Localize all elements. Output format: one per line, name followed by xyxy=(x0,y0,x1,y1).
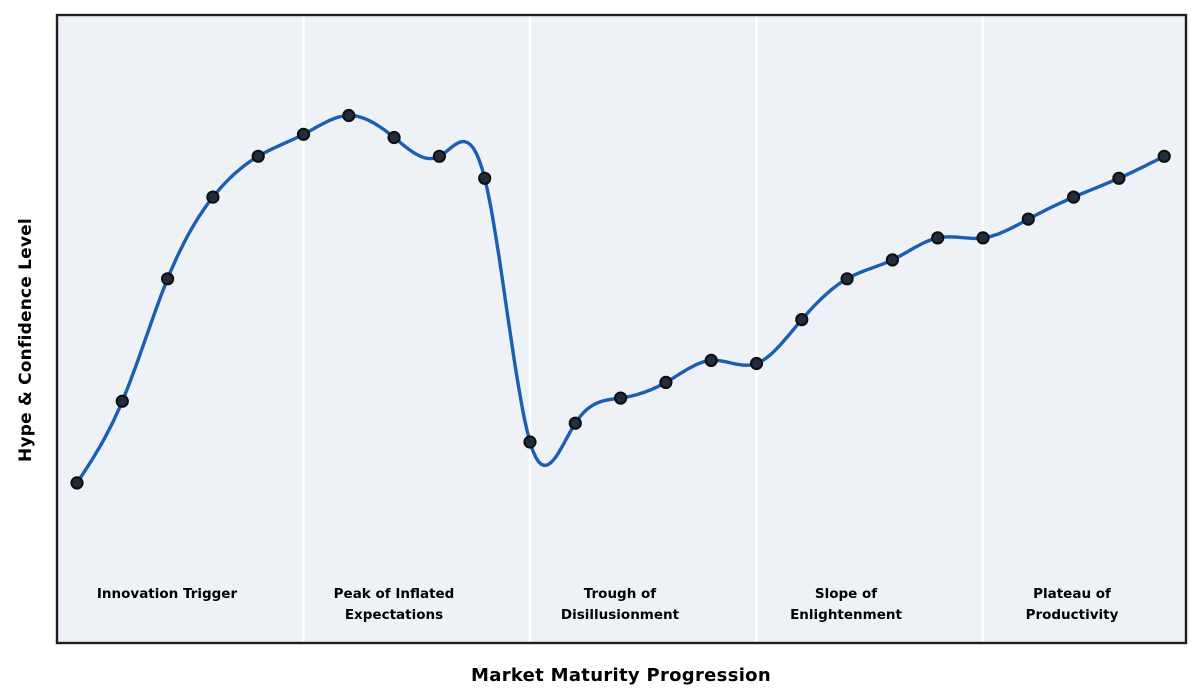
plot-background xyxy=(57,15,1186,643)
data-point xyxy=(387,130,401,145)
phase-separator-line xyxy=(981,15,985,643)
data-point xyxy=(568,416,582,430)
data-point xyxy=(704,353,718,367)
data-point xyxy=(749,356,764,371)
data-point xyxy=(659,375,673,389)
data-point xyxy=(1157,149,1171,163)
data-point xyxy=(115,394,129,408)
data-point xyxy=(432,149,446,163)
data-point xyxy=(885,253,900,267)
data-points xyxy=(70,108,1171,490)
phase-bands xyxy=(57,15,1186,643)
data-point xyxy=(342,108,356,123)
phase-label-plateau-of-productivity: Plateau of Productivity xyxy=(1025,586,1119,623)
data-point xyxy=(1021,212,1035,226)
phase-label-slope-of-enlightenment: Slope of Enlightenment xyxy=(790,586,902,623)
data-point xyxy=(795,313,809,327)
x-axis-label: Market Maturity Progression xyxy=(471,665,771,686)
data-point xyxy=(206,190,220,204)
phase-label-innovation-trigger: Innovation Trigger xyxy=(96,586,238,602)
phase-separator-line xyxy=(755,15,758,643)
data-point xyxy=(523,435,537,449)
data-point xyxy=(840,272,854,286)
data-point xyxy=(478,171,492,185)
data-point xyxy=(976,231,990,245)
phase-label-trough-of-disillusionment: Trough of Disillusionment xyxy=(560,586,680,623)
phase-separator-line xyxy=(528,15,532,643)
data-point xyxy=(1067,190,1081,204)
data-point xyxy=(1112,171,1126,185)
data-point xyxy=(161,272,175,286)
data-point xyxy=(296,127,311,141)
plot-border xyxy=(55,13,1188,645)
data-point xyxy=(931,231,945,245)
data-point xyxy=(251,149,265,163)
data-point xyxy=(614,391,628,405)
phase-label-peak-of-inflated-expectations: Peak of Inflated Expectations xyxy=(333,586,455,623)
y-axis-label: Hype & Confidence Level xyxy=(16,218,36,462)
phase-separator-line xyxy=(302,15,305,643)
data-point xyxy=(70,476,84,490)
